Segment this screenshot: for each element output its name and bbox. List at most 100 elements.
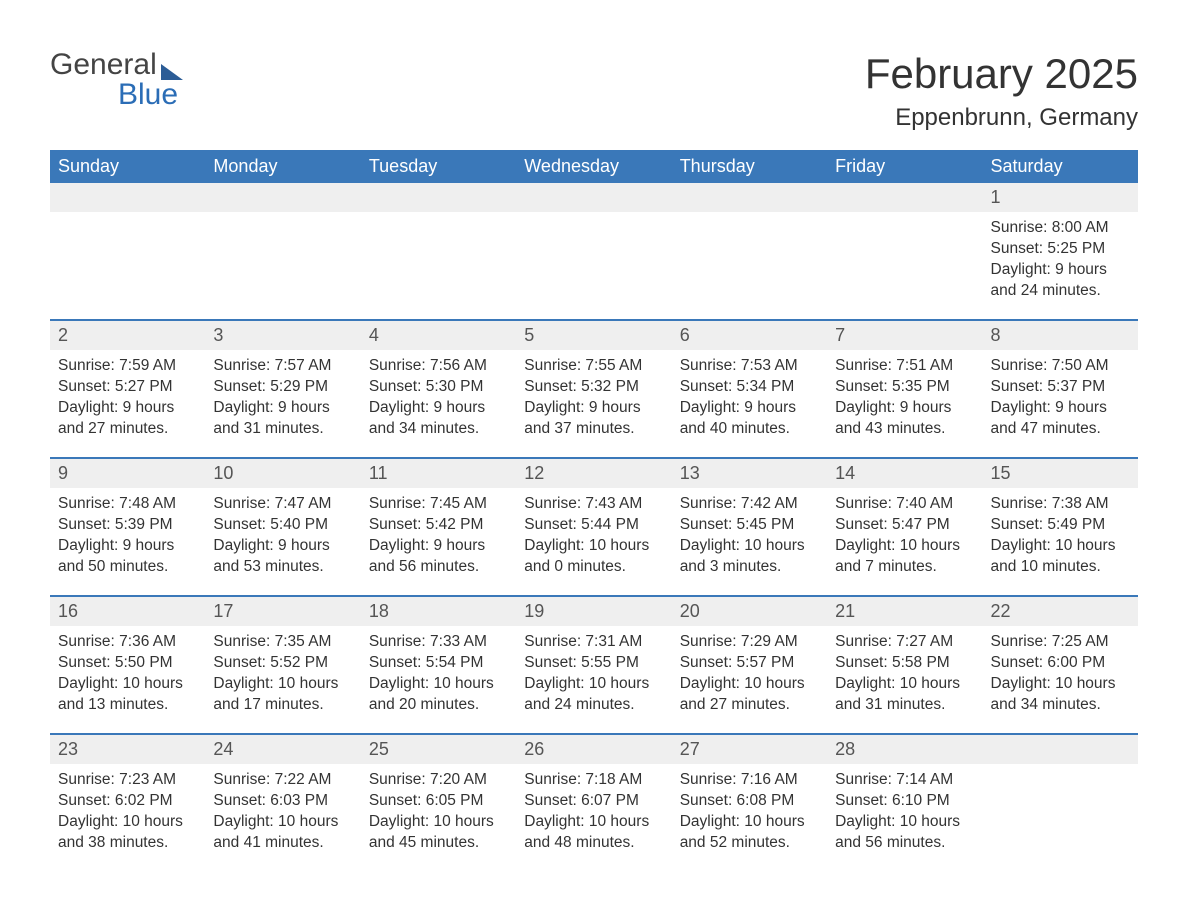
day-number: 5 <box>516 321 671 350</box>
day-cell: 18Sunrise: 7:33 AMSunset: 5:54 PMDayligh… <box>361 597 516 733</box>
weekday-header-row: Sunday Monday Tuesday Wednesday Thursday… <box>50 150 1138 183</box>
daylight-line: and 52 minutes. <box>680 833 819 854</box>
sunrise-line: Sunrise: 7:57 AM <box>213 356 352 377</box>
day-number: 18 <box>361 597 516 626</box>
week-row: 16Sunrise: 7:36 AMSunset: 5:50 PMDayligh… <box>50 595 1138 733</box>
daylight-line: and 43 minutes. <box>835 419 974 440</box>
daylight-line: and 48 minutes. <box>524 833 663 854</box>
day-body: Sunrise: 7:48 AMSunset: 5:39 PMDaylight:… <box>50 488 205 578</box>
daylight-line: Daylight: 9 hours <box>369 536 508 557</box>
day-number: 1 <box>983 183 1138 212</box>
day-number: 26 <box>516 735 671 764</box>
day-number: 8 <box>983 321 1138 350</box>
day-body: Sunrise: 7:38 AMSunset: 5:49 PMDaylight:… <box>983 488 1138 578</box>
daylight-line: and 53 minutes. <box>213 557 352 578</box>
day-number <box>50 183 205 212</box>
sunrise-line: Sunrise: 7:43 AM <box>524 494 663 515</box>
day-body: Sunrise: 7:16 AMSunset: 6:08 PMDaylight:… <box>672 764 827 854</box>
sunrise-line: Sunrise: 7:35 AM <box>213 632 352 653</box>
daylight-line: Daylight: 9 hours <box>58 536 197 557</box>
sunrise-line: Sunrise: 7:40 AM <box>835 494 974 515</box>
weekday-header: Sunday <box>50 150 205 183</box>
sunset-line: Sunset: 5:44 PM <box>524 515 663 536</box>
week-row: 1Sunrise: 8:00 AMSunset: 5:25 PMDaylight… <box>50 183 1138 319</box>
daylight-line: and 27 minutes. <box>680 695 819 716</box>
day-cell: 28Sunrise: 7:14 AMSunset: 6:10 PMDayligh… <box>827 735 982 871</box>
sunset-line: Sunset: 6:08 PM <box>680 791 819 812</box>
daylight-line: Daylight: 10 hours <box>991 536 1130 557</box>
daylight-line: Daylight: 9 hours <box>524 398 663 419</box>
sunrise-line: Sunrise: 7:47 AM <box>213 494 352 515</box>
day-body: Sunrise: 7:45 AMSunset: 5:42 PMDaylight:… <box>361 488 516 578</box>
day-body: Sunrise: 7:31 AMSunset: 5:55 PMDaylight:… <box>516 626 671 716</box>
calendar: Sunday Monday Tuesday Wednesday Thursday… <box>50 150 1138 871</box>
sunrise-line: Sunrise: 7:14 AM <box>835 770 974 791</box>
location: Eppenbrunn, Germany <box>865 104 1138 132</box>
sunset-line: Sunset: 5:34 PM <box>680 377 819 398</box>
day-number: 6 <box>672 321 827 350</box>
daylight-line: Daylight: 9 hours <box>835 398 974 419</box>
daylight-line: and 38 minutes. <box>58 833 197 854</box>
day-body: Sunrise: 7:22 AMSunset: 6:03 PMDaylight:… <box>205 764 360 854</box>
sunset-line: Sunset: 5:42 PM <box>369 515 508 536</box>
day-body: Sunrise: 7:29 AMSunset: 5:57 PMDaylight:… <box>672 626 827 716</box>
day-cell: 24Sunrise: 7:22 AMSunset: 6:03 PMDayligh… <box>205 735 360 871</box>
day-cell: 19Sunrise: 7:31 AMSunset: 5:55 PMDayligh… <box>516 597 671 733</box>
weekday-header: Saturday <box>983 150 1138 183</box>
day-cell: 8Sunrise: 7:50 AMSunset: 5:37 PMDaylight… <box>983 321 1138 457</box>
sunrise-line: Sunrise: 7:38 AM <box>991 494 1130 515</box>
daylight-line: Daylight: 9 hours <box>680 398 819 419</box>
day-number: 15 <box>983 459 1138 488</box>
day-cell: 11Sunrise: 7:45 AMSunset: 5:42 PMDayligh… <box>361 459 516 595</box>
day-cell <box>827 183 982 319</box>
day-cell: 2Sunrise: 7:59 AMSunset: 5:27 PMDaylight… <box>50 321 205 457</box>
daylight-line: Daylight: 10 hours <box>524 536 663 557</box>
daylight-line: Daylight: 9 hours <box>369 398 508 419</box>
day-number: 10 <box>205 459 360 488</box>
day-number: 27 <box>672 735 827 764</box>
day-body: Sunrise: 7:43 AMSunset: 5:44 PMDaylight:… <box>516 488 671 578</box>
daylight-line: Daylight: 10 hours <box>680 536 819 557</box>
day-body: Sunrise: 7:18 AMSunset: 6:07 PMDaylight:… <box>516 764 671 854</box>
day-cell: 12Sunrise: 7:43 AMSunset: 5:44 PMDayligh… <box>516 459 671 595</box>
sunrise-line: Sunrise: 7:25 AM <box>991 632 1130 653</box>
day-body: Sunrise: 7:59 AMSunset: 5:27 PMDaylight:… <box>50 350 205 440</box>
daylight-line: and 56 minutes. <box>835 833 974 854</box>
week-row: 2Sunrise: 7:59 AMSunset: 5:27 PMDaylight… <box>50 319 1138 457</box>
day-body: Sunrise: 7:27 AMSunset: 5:58 PMDaylight:… <box>827 626 982 716</box>
sunrise-line: Sunrise: 7:42 AM <box>680 494 819 515</box>
day-cell: 13Sunrise: 7:42 AMSunset: 5:45 PMDayligh… <box>672 459 827 595</box>
month-title: February 2025 <box>865 50 1138 98</box>
day-cell <box>361 183 516 319</box>
day-number <box>516 183 671 212</box>
sunset-line: Sunset: 5:39 PM <box>58 515 197 536</box>
daylight-line: Daylight: 10 hours <box>835 812 974 833</box>
sunrise-line: Sunrise: 7:55 AM <box>524 356 663 377</box>
day-cell: 6Sunrise: 7:53 AMSunset: 5:34 PMDaylight… <box>672 321 827 457</box>
daylight-line: and 40 minutes. <box>680 419 819 440</box>
daylight-line: Daylight: 10 hours <box>524 812 663 833</box>
day-number <box>205 183 360 212</box>
sunset-line: Sunset: 5:25 PM <box>991 239 1130 260</box>
day-number: 17 <box>205 597 360 626</box>
day-body: Sunrise: 7:20 AMSunset: 6:05 PMDaylight:… <box>361 764 516 854</box>
sunset-line: Sunset: 5:45 PM <box>680 515 819 536</box>
day-cell <box>516 183 671 319</box>
sunrise-line: Sunrise: 7:56 AM <box>369 356 508 377</box>
calendar-page: General Blue February 2025 Eppenbrunn, G… <box>50 50 1138 871</box>
daylight-line: Daylight: 9 hours <box>213 398 352 419</box>
sunset-line: Sunset: 6:03 PM <box>213 791 352 812</box>
day-cell <box>672 183 827 319</box>
sunset-line: Sunset: 6:00 PM <box>991 653 1130 674</box>
week-row: 9Sunrise: 7:48 AMSunset: 5:39 PMDaylight… <box>50 457 1138 595</box>
day-number: 2 <box>50 321 205 350</box>
weekday-header: Thursday <box>672 150 827 183</box>
daylight-line: and 20 minutes. <box>369 695 508 716</box>
logo-line2: Blue <box>118 80 183 110</box>
day-number: 28 <box>827 735 982 764</box>
sunset-line: Sunset: 5:52 PM <box>213 653 352 674</box>
sunset-line: Sunset: 5:57 PM <box>680 653 819 674</box>
daylight-line: and 0 minutes. <box>524 557 663 578</box>
daylight-line: Daylight: 10 hours <box>680 812 819 833</box>
sunset-line: Sunset: 5:40 PM <box>213 515 352 536</box>
